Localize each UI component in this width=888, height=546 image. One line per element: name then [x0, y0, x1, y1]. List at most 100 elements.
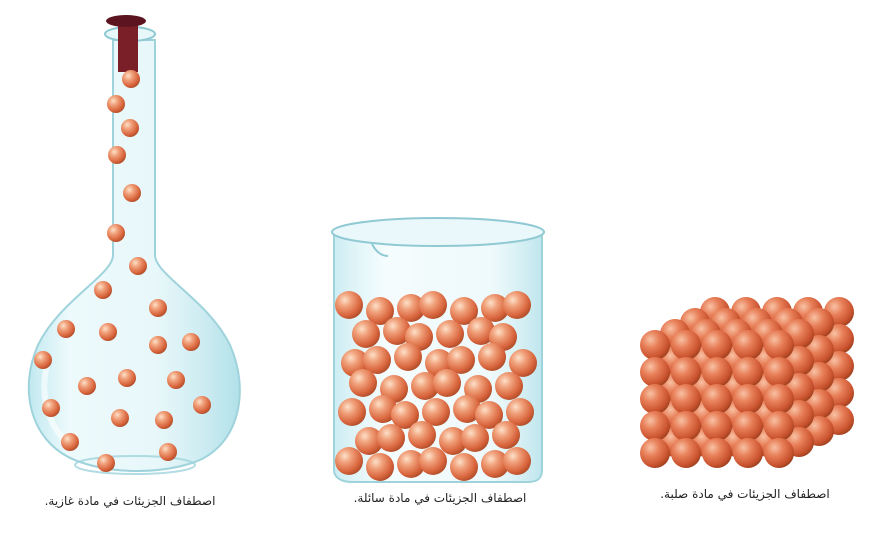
liquid-particle	[349, 369, 377, 397]
solid-particle	[702, 411, 732, 441]
solid-particle	[733, 357, 763, 387]
liquid-particle	[391, 401, 419, 429]
liquid-particle	[366, 297, 394, 325]
gas-particle	[155, 411, 173, 429]
liquid-particle	[475, 401, 503, 429]
gas-particle	[182, 333, 200, 351]
solid-particle	[733, 411, 763, 441]
liquid-particle	[355, 427, 383, 455]
flask-body	[27, 39, 241, 472]
liquid-particle	[394, 343, 422, 371]
liquid-particle	[481, 294, 509, 322]
solid-particle	[702, 330, 732, 360]
gas-particle	[107, 224, 125, 242]
solid-particle	[733, 330, 763, 360]
liquid-particle	[366, 453, 394, 481]
solid-particle	[671, 411, 701, 441]
solid-particle	[764, 357, 794, 387]
liquid-particle	[397, 294, 425, 322]
liquid-particle	[422, 398, 450, 426]
gas-particle	[108, 146, 126, 164]
liquid-particle	[492, 421, 520, 449]
liquid-particle	[411, 372, 439, 400]
liquid-particle	[503, 291, 531, 319]
liquid-particle	[495, 372, 523, 400]
solid-particle	[640, 438, 670, 468]
gas-flask	[27, 15, 241, 475]
flask-stopper	[118, 22, 138, 72]
caption-liquid: اصطفاف الجزيئات في مادة سائلة.	[354, 491, 527, 506]
liquid-particle	[481, 450, 509, 478]
gas-particle	[193, 396, 211, 414]
solid-particle	[733, 438, 763, 468]
liquid-particle	[433, 369, 461, 397]
solid-particle	[764, 384, 794, 414]
liquid-particle	[478, 343, 506, 371]
solid-particle	[640, 357, 670, 387]
liquid-particle	[335, 291, 363, 319]
gas-particle	[61, 433, 79, 451]
liquid-particle	[363, 346, 391, 374]
solid-particle	[640, 411, 670, 441]
solid-particle	[702, 384, 732, 414]
gas-particle	[167, 371, 185, 389]
beaker-rim	[331, 217, 545, 247]
liquid-particles	[335, 291, 537, 481]
gas-particle	[107, 95, 125, 113]
liquid-particle	[439, 427, 467, 455]
gas-particle	[123, 184, 141, 202]
solid-particle	[671, 357, 701, 387]
solid-particle	[671, 438, 701, 468]
liquid-particle	[335, 447, 363, 475]
solid-particle	[702, 357, 732, 387]
gas-particle	[121, 119, 139, 137]
liquid-particle	[453, 395, 481, 423]
liquid-particle	[419, 447, 447, 475]
gas-particle	[118, 369, 136, 387]
flask-stopper-top	[106, 15, 146, 27]
gas-particle	[97, 454, 115, 472]
liquid-particle	[503, 447, 531, 475]
solid-particle	[764, 411, 794, 441]
gas-particle	[94, 281, 112, 299]
liquid-particle	[447, 346, 475, 374]
solid-particle	[764, 330, 794, 360]
gas-particle	[42, 399, 60, 417]
solid-particle	[640, 384, 670, 414]
liquid-particle	[506, 398, 534, 426]
flask-base-rim	[74, 455, 196, 475]
liquid-particle	[383, 317, 411, 345]
solid-particle	[764, 438, 794, 468]
liquid-particle	[377, 424, 405, 452]
gas-particle	[122, 70, 140, 88]
solid-particle	[640, 330, 670, 360]
gas-particle	[78, 377, 96, 395]
gas-particle	[159, 443, 177, 461]
liquid-particle	[352, 320, 380, 348]
liquid-particle	[467, 317, 495, 345]
liquid-particle	[450, 453, 478, 481]
solid-particle	[702, 438, 732, 468]
caption-solid: اصطفاف الجزيئات في مادة صلبة.	[660, 487, 830, 502]
liquid-particle	[461, 424, 489, 452]
liquid-particle	[397, 450, 425, 478]
gas-particle	[57, 320, 75, 338]
beaker-spout	[371, 243, 389, 257]
gas-particle	[111, 409, 129, 427]
liquid-particle	[509, 349, 537, 377]
liquid-beaker	[331, 217, 545, 483]
liquid-particle	[338, 398, 366, 426]
solid-particle	[671, 384, 701, 414]
gas-particles	[34, 70, 211, 472]
gas-particle	[129, 257, 147, 275]
liquid-particle	[408, 421, 436, 449]
gas-particle	[149, 336, 167, 354]
solid-particles	[640, 297, 854, 468]
gas-particle	[34, 351, 52, 369]
caption-gas: اصطفاف الجزيئات في مادة غازية.	[45, 494, 216, 509]
gas-particle	[149, 299, 167, 317]
gas-particle	[99, 323, 117, 341]
liquid-particle	[419, 291, 447, 319]
liquid-particle	[369, 395, 397, 423]
